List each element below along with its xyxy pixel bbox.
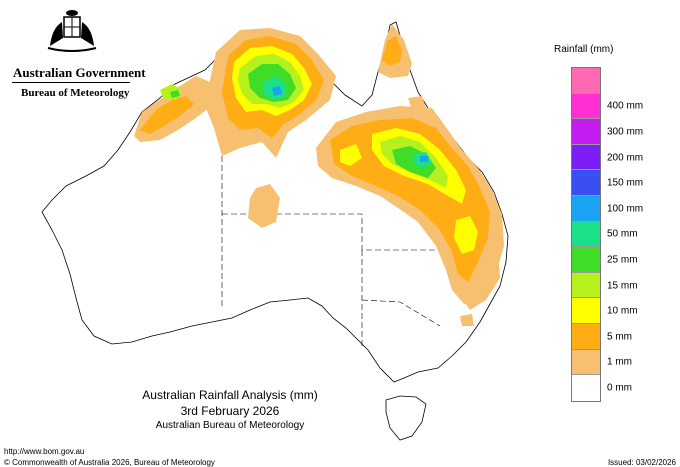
legend-swatch <box>572 68 600 94</box>
legend-label: 50 mm <box>607 228 638 240</box>
legend-swatch <box>572 375 600 401</box>
footer-url[interactable]: http://www.bom.gov.au <box>4 447 85 456</box>
government-logo: Australian Government Bureau of Meteorol… <box>8 8 146 99</box>
legend-label: 15 mm <box>607 280 638 292</box>
legend-swatch <box>572 298 600 324</box>
legend-swatch <box>572 221 600 248</box>
legend-label: 100 mm <box>607 203 644 215</box>
legend-label: 10 mm <box>607 305 638 317</box>
legend-label: 25 mm <box>607 254 638 266</box>
map-title: Australian Rainfall Analysis (mm) <box>142 388 318 402</box>
legend-label: 0 mm <box>607 382 632 394</box>
legend-swatch <box>572 247 600 273</box>
legend-swatch <box>572 170 600 196</box>
footer-copyright: © Commonwealth of Australia 2026, Bureau… <box>4 458 215 467</box>
legend-label: 400 mm <box>607 100 644 112</box>
legend-swatch <box>572 195 600 222</box>
legend-label: 300 mm <box>607 126 644 138</box>
tasmania <box>385 395 427 441</box>
logo-divider <box>12 82 130 83</box>
legend-swatch <box>572 144 600 171</box>
legend-swatch <box>572 93 600 120</box>
legend-label: 150 mm <box>607 177 644 189</box>
legend-swatch <box>572 323 600 350</box>
legend-label: 1 mm <box>607 356 632 368</box>
footer-issued: Issued: 03/02/2026 <box>607 458 676 467</box>
legend-swatch <box>572 349 600 376</box>
map-source: Australian Bureau of Meteorology <box>155 420 305 431</box>
bureau-name: Bureau of Meteorology <box>21 87 130 99</box>
legend-label: 200 mm <box>607 152 644 164</box>
map-date: 3rd February 2026 <box>180 404 280 418</box>
government-name: Australian Government <box>13 65 146 80</box>
legend-label: 5 mm <box>607 331 632 343</box>
map-title-block: Australian Rainfall Analysis (mm) 3rd Fe… <box>130 387 330 433</box>
legend-title: Rainfall (mm) <box>554 44 614 55</box>
rainfall-zone-100mm <box>272 86 428 162</box>
legend-swatch <box>572 119 600 145</box>
coat-of-arms-icon <box>47 10 97 52</box>
rainfall-map <box>41 21 509 441</box>
legend-swatch <box>572 272 600 299</box>
rainfall-legend <box>571 67 601 402</box>
